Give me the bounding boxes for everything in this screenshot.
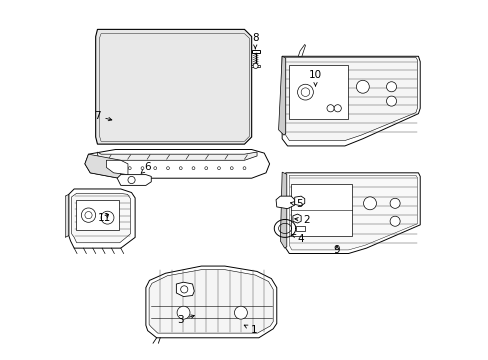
Circle shape (386, 82, 396, 92)
Circle shape (154, 167, 156, 170)
Text: 3: 3 (177, 315, 194, 325)
Circle shape (243, 167, 245, 170)
Text: 9: 9 (333, 244, 340, 255)
Circle shape (81, 208, 96, 222)
Circle shape (333, 105, 341, 112)
Circle shape (230, 167, 233, 170)
Circle shape (253, 63, 258, 68)
Polygon shape (145, 266, 276, 338)
Circle shape (85, 212, 92, 219)
Circle shape (363, 197, 376, 210)
Polygon shape (117, 175, 151, 185)
Polygon shape (106, 160, 128, 175)
Circle shape (177, 306, 190, 319)
Circle shape (234, 306, 247, 319)
Circle shape (180, 286, 187, 293)
Text: 11: 11 (98, 213, 111, 223)
Circle shape (356, 80, 368, 93)
Circle shape (128, 167, 131, 170)
Circle shape (386, 96, 396, 106)
Circle shape (301, 88, 309, 96)
Polygon shape (76, 200, 119, 230)
Circle shape (204, 167, 207, 170)
Polygon shape (251, 64, 260, 67)
Polygon shape (176, 282, 194, 297)
Circle shape (179, 167, 182, 170)
Polygon shape (276, 196, 294, 209)
Text: 4: 4 (291, 234, 304, 244)
Polygon shape (295, 226, 304, 231)
Circle shape (101, 211, 114, 224)
Polygon shape (85, 154, 121, 178)
Polygon shape (294, 196, 304, 206)
Text: 8: 8 (251, 33, 258, 49)
Polygon shape (285, 57, 416, 140)
Polygon shape (290, 184, 351, 235)
Circle shape (217, 167, 220, 170)
Circle shape (326, 105, 333, 112)
Circle shape (166, 167, 169, 170)
Polygon shape (65, 194, 69, 237)
Circle shape (389, 198, 399, 208)
Polygon shape (96, 30, 251, 144)
Circle shape (128, 176, 135, 184)
Polygon shape (280, 172, 286, 248)
Polygon shape (298, 44, 305, 56)
Polygon shape (85, 149, 269, 178)
Circle shape (192, 167, 195, 170)
Polygon shape (285, 173, 419, 253)
Polygon shape (99, 34, 249, 141)
Polygon shape (72, 193, 130, 243)
Text: 1: 1 (244, 325, 257, 335)
Text: 2: 2 (294, 215, 309, 225)
Polygon shape (251, 50, 259, 53)
Polygon shape (278, 56, 285, 135)
Circle shape (297, 84, 313, 100)
Circle shape (141, 167, 143, 170)
Polygon shape (97, 152, 257, 160)
Text: 10: 10 (308, 70, 322, 86)
Polygon shape (69, 189, 135, 248)
Text: 5: 5 (290, 199, 303, 210)
Text: 6: 6 (141, 162, 151, 173)
Polygon shape (149, 270, 273, 333)
Text: 7: 7 (94, 111, 112, 121)
Polygon shape (289, 175, 416, 250)
Polygon shape (282, 56, 419, 146)
Circle shape (389, 216, 399, 226)
Polygon shape (292, 214, 301, 223)
Polygon shape (289, 65, 348, 119)
